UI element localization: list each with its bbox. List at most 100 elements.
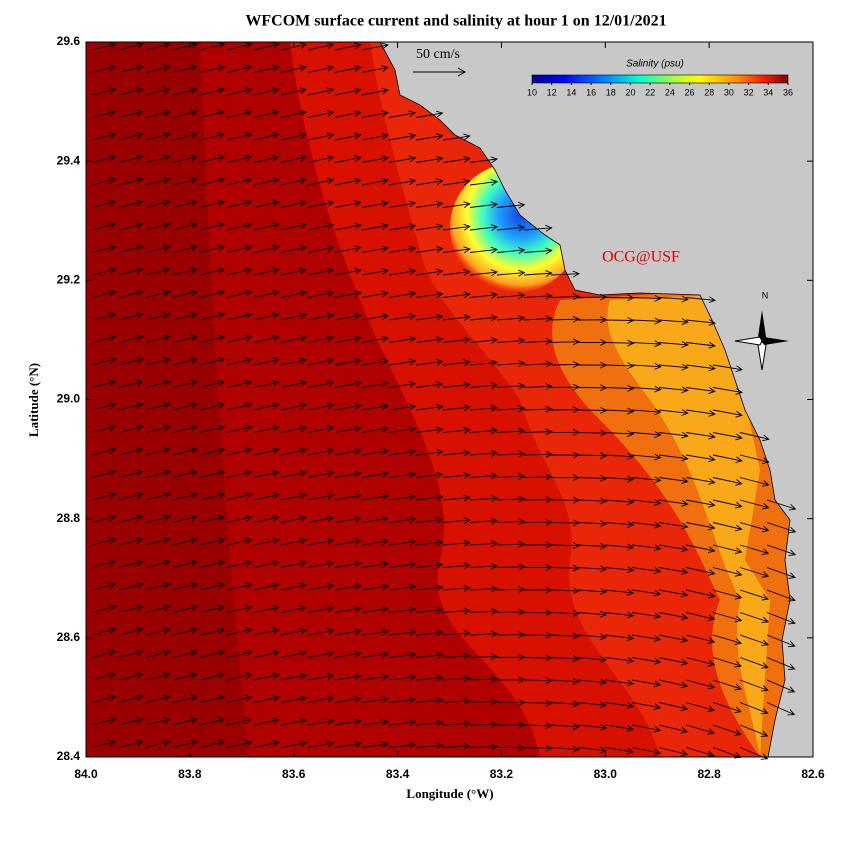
vector [604,407,635,415]
vector [199,492,226,501]
vector [253,222,280,231]
vector [496,450,526,458]
vector [118,402,144,411]
vector [172,132,199,141]
vector [469,495,499,502]
vector [604,724,635,732]
vector [307,650,335,658]
vector [361,290,389,298]
vector [442,697,472,705]
y-axis-label: Latitude (°N) [26,363,41,437]
vector [712,409,743,418]
vector [172,672,199,681]
vector [280,87,308,96]
vector [496,586,526,593]
vector [199,267,226,276]
vector [388,516,417,524]
x-tick-label: 83.4 [386,767,410,781]
vector [253,87,280,96]
vector [145,514,171,523]
vector [766,657,796,670]
vector [523,428,553,436]
vector [388,741,417,749]
vector [280,312,308,321]
vector [226,672,253,681]
vector [226,87,253,96]
vector [280,672,308,681]
vector [415,178,444,186]
vector [91,379,117,388]
vector [334,312,362,321]
vector [253,717,280,726]
vector [658,567,689,575]
vector [388,403,417,411]
vector [199,357,226,366]
vector [361,358,389,366]
vector [91,154,117,163]
vector [118,627,144,636]
vector [685,319,716,326]
vector [415,629,444,637]
vector [604,634,635,642]
vector [91,649,117,658]
vector [226,695,253,703]
vector [199,604,226,613]
vector-scale-arrow [413,67,467,77]
vector [307,110,335,118]
vector [550,293,580,301]
vector [685,296,717,304]
vector [280,470,308,478]
vector [415,652,444,659]
vector [469,337,499,344]
vector [145,379,171,388]
vector [334,380,362,388]
vector [523,654,553,662]
vector [577,542,608,550]
vector [442,675,472,683]
vector [118,199,144,208]
vector [496,473,526,480]
vector [172,379,199,388]
vector [118,424,144,433]
vector [361,268,389,276]
vector [280,695,308,703]
vector [388,629,417,636]
vector [199,469,226,478]
vector [361,200,389,208]
vector [91,109,117,118]
vector [91,672,117,681]
vector [226,649,253,658]
vector [469,359,499,367]
vector [685,567,716,576]
vector [199,334,226,343]
vector [172,222,199,231]
vector [307,380,335,388]
vector [226,289,253,298]
vector [307,200,335,208]
vector [307,132,335,141]
vector [415,584,444,592]
vector [145,289,171,298]
vector [523,360,553,368]
vector [145,154,171,163]
vector [280,650,308,658]
vector [658,522,689,530]
vector [739,454,770,464]
vector [91,177,117,186]
vector [496,382,526,390]
vector [334,290,362,298]
vector [253,627,280,636]
vector [631,702,662,710]
vector [361,42,389,51]
vector [739,544,770,556]
vector [442,201,471,208]
vector [334,538,362,546]
vector [118,469,144,478]
vector [172,402,199,411]
vector [172,199,199,208]
vector [469,382,499,389]
vector [253,515,280,523]
vector [496,405,526,413]
vector [199,559,226,568]
